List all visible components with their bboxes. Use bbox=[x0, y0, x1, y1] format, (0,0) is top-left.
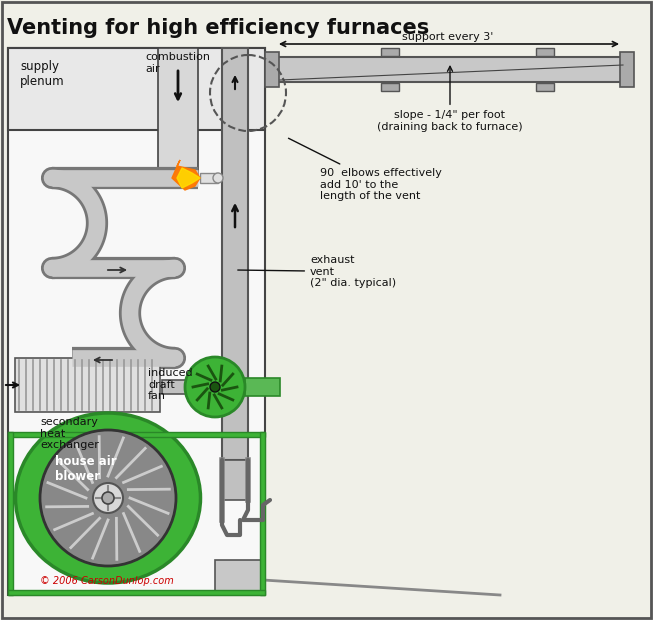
Text: supply
plenum: supply plenum bbox=[20, 60, 65, 88]
Bar bbox=[8, 432, 265, 437]
Text: support every 3': support every 3' bbox=[402, 32, 494, 42]
Circle shape bbox=[213, 173, 223, 183]
Text: house air
blower: house air blower bbox=[55, 455, 117, 483]
Bar bbox=[222, 48, 248, 460]
Circle shape bbox=[40, 430, 176, 566]
Bar bbox=[381, 48, 399, 56]
Bar bbox=[270, 57, 628, 82]
Bar bbox=[265, 52, 279, 87]
Bar bbox=[245, 378, 280, 396]
Bar bbox=[8, 48, 265, 130]
Bar bbox=[8, 48, 265, 595]
Text: Venting for high efficiency furnaces: Venting for high efficiency furnaces bbox=[7, 18, 429, 38]
Bar bbox=[162, 380, 212, 394]
Text: secondary
heat
exchanger: secondary heat exchanger bbox=[40, 417, 99, 450]
Bar bbox=[215, 560, 263, 592]
Bar bbox=[158, 48, 198, 175]
Text: © 2006 CarsonDunlop.com: © 2006 CarsonDunlop.com bbox=[40, 576, 174, 586]
Text: slope - 1/4" per foot
(draining back to furnace): slope - 1/4" per foot (draining back to … bbox=[377, 66, 523, 131]
Circle shape bbox=[210, 382, 220, 392]
Bar bbox=[200, 173, 218, 183]
Polygon shape bbox=[172, 160, 200, 190]
Bar bbox=[536, 48, 554, 56]
Text: induced
draft
fan: induced draft fan bbox=[148, 368, 193, 401]
Bar bbox=[15, 358, 160, 412]
Ellipse shape bbox=[16, 413, 200, 583]
Bar bbox=[8, 590, 265, 595]
Circle shape bbox=[93, 483, 123, 513]
Bar bbox=[381, 83, 399, 91]
Bar bbox=[222, 460, 248, 500]
Polygon shape bbox=[177, 168, 200, 188]
Circle shape bbox=[102, 492, 114, 504]
Bar bbox=[8, 432, 13, 595]
Text: 90  elbows effectively
add 10' to the
length of the vent: 90 elbows effectively add 10' to the len… bbox=[289, 138, 442, 202]
Bar bbox=[536, 83, 554, 91]
Bar bbox=[260, 432, 265, 595]
Circle shape bbox=[185, 357, 245, 417]
Text: combustion
air: combustion air bbox=[145, 52, 210, 74]
Text: exhaust
vent
(2" dia. typical): exhaust vent (2" dia. typical) bbox=[238, 255, 396, 288]
Bar bbox=[620, 52, 634, 87]
